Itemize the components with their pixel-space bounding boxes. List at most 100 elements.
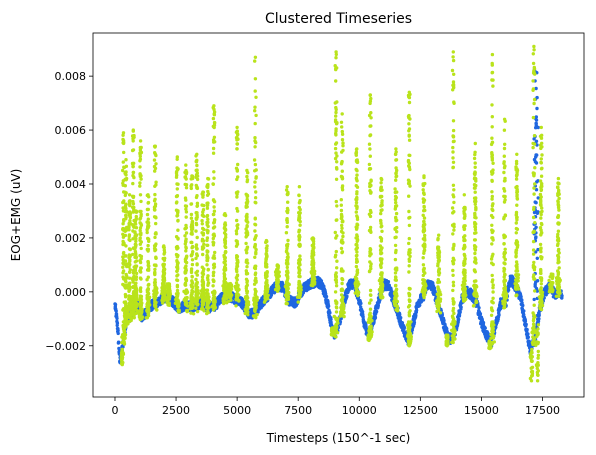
cluster-1-point: [131, 170, 136, 175]
cluster-1-point: [200, 219, 204, 223]
cluster-1-point: [195, 201, 200, 205]
cluster-1-point: [133, 249, 138, 254]
cluster-1-point: [236, 190, 240, 194]
cluster-0-point: [536, 196, 540, 200]
cluster-1-point: [160, 291, 164, 296]
cluster-1-point: [162, 252, 166, 256]
cluster-1-point: [244, 192, 248, 196]
cluster-1-point: [139, 257, 143, 261]
cluster-1-point: [153, 208, 157, 212]
cluster-1-point: [195, 173, 199, 178]
cluster-1-point: [264, 274, 268, 278]
cluster-1-point: [212, 262, 216, 266]
cluster-0-point: [329, 317, 333, 322]
cluster-1-point: [139, 246, 143, 251]
cluster-1-point: [266, 297, 270, 301]
cluster-1-point: [205, 203, 210, 207]
cluster-1-point: [134, 259, 139, 263]
cluster-1-point: [252, 298, 256, 302]
cluster-1-point: [254, 113, 258, 118]
cluster-1-point: [139, 199, 143, 204]
cluster-0-point: [535, 256, 539, 260]
cluster-1-point: [253, 266, 258, 271]
cluster-1-point: [265, 278, 269, 283]
cluster-1-point: [133, 222, 138, 226]
cluster-1-point: [122, 165, 126, 169]
cluster-1-point: [126, 312, 130, 316]
cluster-1-point: [205, 243, 209, 247]
cluster-1-point: [162, 267, 167, 271]
cluster-1-point: [285, 255, 290, 259]
cluster-1-point: [184, 207, 188, 211]
cluster-1-point: [175, 168, 180, 172]
cluster-1-point: [174, 171, 179, 175]
cluster-0-point: [116, 328, 120, 333]
cluster-1-point: [152, 205, 157, 209]
cluster-1-point: [285, 220, 289, 225]
cluster-1-point: [155, 308, 159, 312]
cluster-1-point: [205, 238, 209, 243]
cluster-0-point: [536, 247, 540, 252]
cluster-0-point: [533, 284, 537, 288]
cluster-1-point: [152, 199, 157, 203]
cluster-0-point: [497, 313, 501, 317]
cluster-1-point: [176, 236, 180, 240]
cluster-1-point: [212, 290, 217, 294]
cluster-1-point: [253, 162, 258, 167]
cluster-1-point: [128, 211, 133, 216]
cluster-1-point: [183, 283, 188, 287]
cluster-1-point: [190, 283, 194, 288]
cluster-1-point: [134, 226, 139, 230]
cluster-0-point: [319, 279, 324, 283]
cluster-1-point: [285, 225, 289, 229]
cluster-1-point: [195, 168, 199, 172]
cluster-1-point: [138, 260, 143, 265]
cluster-1-point: [175, 213, 180, 218]
cluster-1-point: [245, 261, 250, 265]
cluster-1-point: [226, 284, 230, 289]
cluster-1-point: [195, 263, 199, 267]
cluster-1-point: [253, 216, 257, 220]
cluster-1-point: [133, 266, 138, 270]
cluster-0-point: [414, 313, 418, 317]
cluster-1-point: [184, 215, 188, 219]
cluster-1-point: [244, 258, 249, 262]
cluster-1-point: [212, 135, 217, 139]
cluster-1-point: [153, 235, 157, 240]
cluster-1-point: [195, 309, 200, 314]
cluster-1-point: [200, 245, 205, 249]
cluster-1-point: [222, 271, 226, 276]
cluster-1-point: [121, 340, 125, 345]
cluster-1-point: [176, 219, 180, 223]
cluster-1-point: [123, 193, 128, 198]
cluster-1-point: [121, 222, 125, 226]
cluster-1-point: [146, 259, 150, 264]
cluster-1-point: [140, 308, 144, 312]
cluster-0-point: [534, 86, 538, 91]
cluster-1-point: [201, 252, 205, 257]
cluster-1-point: [286, 252, 290, 256]
cluster-1-point: [244, 271, 249, 275]
cluster-1-point: [211, 226, 216, 230]
cluster-1-point: [285, 206, 290, 211]
cluster-1-point: [121, 227, 125, 232]
cluster-1-point: [195, 186, 200, 191]
cluster-1-point: [175, 278, 179, 282]
cluster-1-point: [212, 293, 216, 297]
cluster-1-point: [226, 290, 231, 294]
cluster-1-point: [265, 285, 269, 289]
cluster-1-point: [222, 298, 226, 302]
cluster-1-point: [173, 301, 178, 305]
cluster-1-point: [185, 295, 189, 300]
cluster-1-point: [154, 153, 158, 158]
cluster-1-point: [245, 283, 249, 287]
cluster-0-point: [522, 312, 526, 317]
cluster-1-point: [264, 265, 268, 269]
cluster-1-point: [128, 287, 132, 292]
cluster-1-point: [185, 308, 189, 313]
cluster-1-point: [285, 244, 290, 248]
cluster-1-point: [126, 304, 131, 308]
cluster-1-point: [147, 282, 151, 287]
cluster-1-point: [211, 124, 215, 129]
cluster-1-point: [226, 282, 230, 286]
